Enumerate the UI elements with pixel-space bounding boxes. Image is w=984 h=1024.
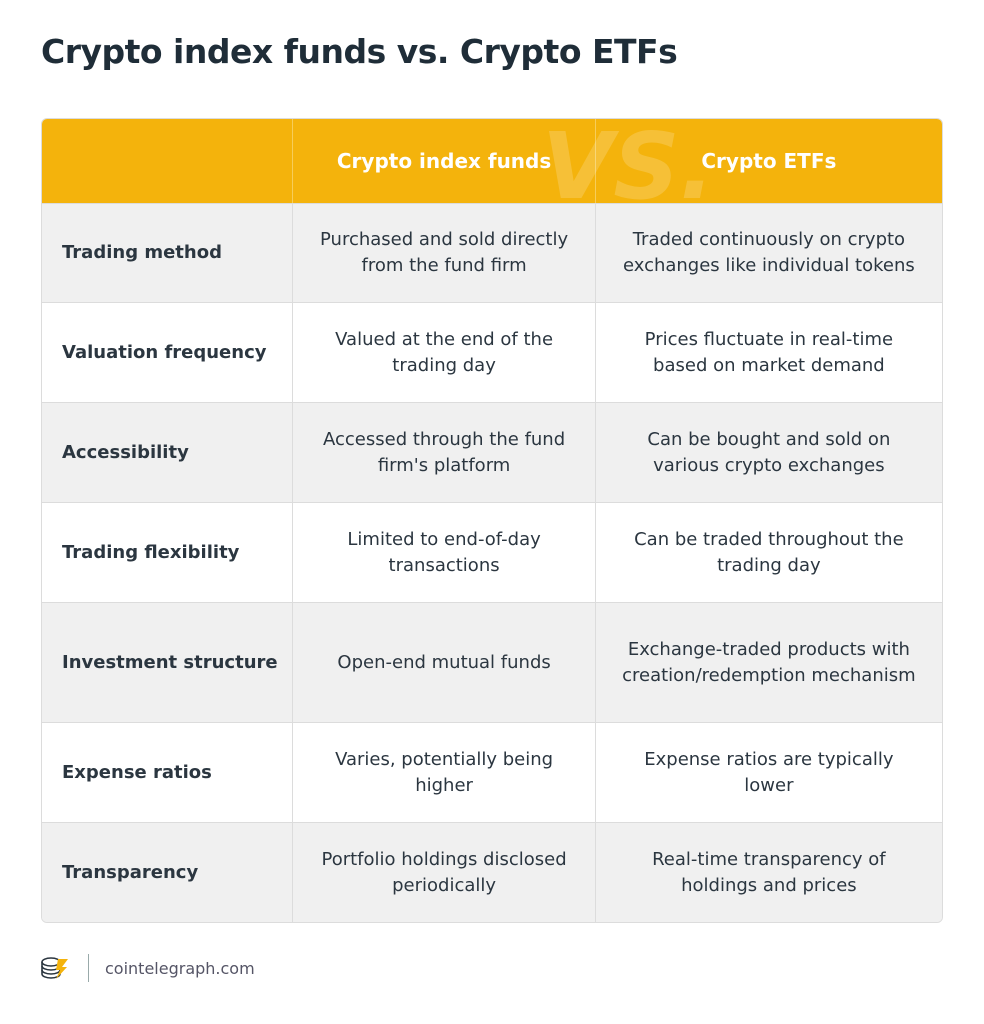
row-label: Trading method <box>62 242 222 263</box>
cell: Prices fluctuate in real-time based on m… <box>594 303 942 402</box>
separator <box>88 954 89 982</box>
cell: Varies, potentially being higher <box>292 723 594 822</box>
cell: Exchange-traded products with creation/r… <box>594 603 942 722</box>
row-label: Investment structure <box>62 651 278 673</box>
table-row: Investment structure Open-end mutual fund… <box>42 602 942 722</box>
header-row: Crypto index funds Crypto ETFs VS. <box>42 119 942 220</box>
cell: Purchased and sold directly from the fun… <box>292 204 594 302</box>
row-label: Expense ratios <box>62 761 212 783</box>
cell: Portfolio holdings disclosed periodicall… <box>292 823 594 922</box>
cell: Can be bought and sold on various crypto… <box>594 403 942 502</box>
footer: cointelegraph.com <box>40 952 255 984</box>
cell: Valued at the end of the trading day <box>292 303 594 402</box>
table-row: Valuation frequency Valued at the end of … <box>42 302 942 402</box>
cell: Limited to end-of-day transactions <box>292 503 594 602</box>
cell: Expense ratios are typically lower <box>594 723 942 822</box>
cell: Accessed through the fund firm's platfor… <box>292 403 594 502</box>
cell: Can be traded throughout the trading day <box>594 503 942 602</box>
row-label: Valuation frequency <box>62 341 267 363</box>
cell: Real-time transparency of holdings and p… <box>594 823 942 922</box>
table-row: Expense ratios Varies, potentially being … <box>42 722 942 822</box>
row-label: Accessibility <box>62 441 189 463</box>
column-header: Crypto index funds <box>292 119 594 203</box>
table-row: Transparency Portfolio holdings disclosed… <box>42 822 942 922</box>
comparison-table: Crypto index funds Crypto ETFs VS. Tradi… <box>41 118 943 923</box>
cell: Open-end mutual funds <box>292 603 594 722</box>
row-label: Transparency <box>62 861 199 883</box>
cell: Traded continuously on crypto exchanges … <box>594 204 942 302</box>
header-empty <box>42 119 292 203</box>
source: cointelegraph.com <box>105 958 255 978</box>
title: Crypto index funds vs. Crypto ETFs <box>41 32 678 71</box>
table-row: Accessibility Accessed through the fund f… <box>42 402 942 502</box>
table-row: Trading method Purchased and sold directl… <box>42 203 942 302</box>
table-row: Trading flexibility Limited to end-of-day… <box>42 502 942 602</box>
logo <box>41 957 68 979</box>
row-label: Trading flexibility <box>62 541 240 563</box>
column-header: Crypto ETFs <box>594 119 942 203</box>
watermark: VS. <box>542 118 715 220</box>
